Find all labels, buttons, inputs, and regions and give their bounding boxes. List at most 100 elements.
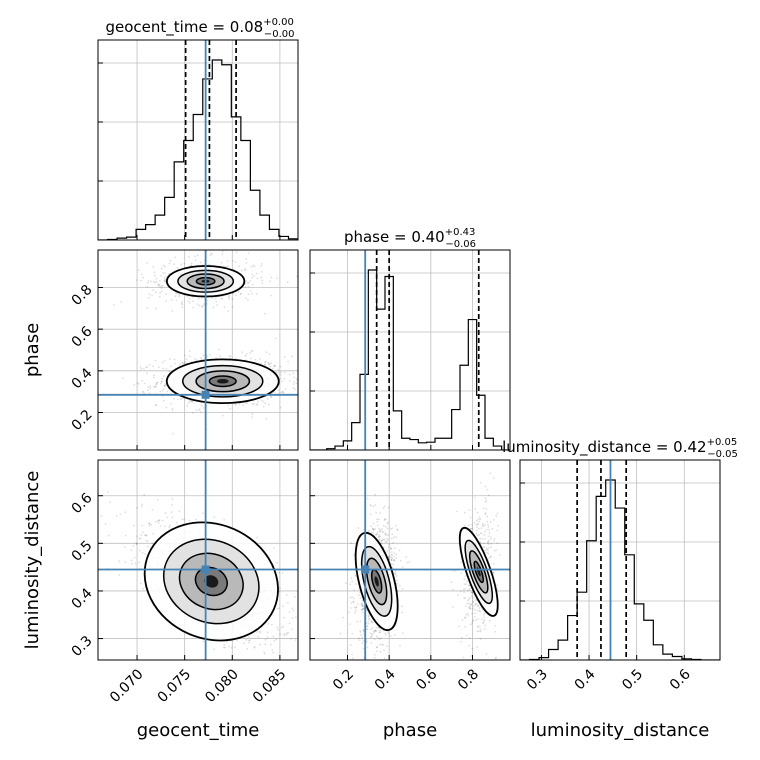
sample-point [168,358,171,360]
sample-point [250,350,253,352]
sample-point [293,595,296,598]
sample-point [253,646,256,649]
sample-point [141,391,144,394]
sample-point [291,616,294,619]
sample-point [171,310,174,312]
sample-point [495,549,498,552]
sample-point [209,254,212,257]
sample-point [477,617,479,620]
sample-point [250,357,252,360]
sample-point [228,645,231,648]
sample-point [472,620,475,623]
sample-point [251,283,254,286]
sample-point [251,349,254,352]
sample-point [230,646,233,649]
sample-point [235,357,238,360]
sample-point [387,632,390,635]
sample-point [469,607,472,610]
sample-point [187,255,190,258]
sample-point [155,383,158,386]
sample-point [390,559,393,561]
sample-point [221,250,224,253]
sample-point [250,277,253,279]
sample-point [474,602,477,605]
sample-point [473,615,476,618]
sample-point [142,367,145,370]
sample-point [390,551,393,554]
sample-point [163,359,166,362]
sample-point [247,293,250,296]
sample-point [228,355,231,358]
sample-point [378,530,381,532]
sample-point [155,381,158,384]
sample-point [162,388,165,391]
sample-point [141,524,144,527]
sample-point [197,297,200,300]
sample-point [383,505,386,508]
sample-point [262,400,265,403]
sample-point [154,359,157,362]
sample-point [275,638,278,641]
sample-point [393,634,396,637]
sample-point [241,351,244,354]
sample-point [261,662,263,664]
sample-point [139,537,142,540]
sample-point [281,572,284,574]
sample-point [247,299,249,301]
sample-point [164,278,166,281]
sample-point [372,505,375,508]
sample-point [382,644,385,646]
sample-point [159,291,161,294]
sample-point [472,619,475,622]
sample-point [351,580,354,583]
sample-point [466,612,469,615]
panel-border [309,249,511,451]
sample-point [212,306,215,309]
sample-point [492,571,495,574]
sample-point [401,566,404,569]
sample-point [210,252,213,254]
sample-point [361,642,364,644]
sample-point [199,357,202,360]
y-tick-label: 0.2 [69,407,96,434]
sample-point [484,530,486,533]
sample-point [485,653,488,655]
sample-point [479,481,482,484]
sample-point [251,416,253,419]
sample-point [464,625,467,628]
sample-point [370,633,373,636]
sample-point [223,519,226,521]
sample-point [124,561,127,564]
sample-point [370,531,373,533]
sample-point [188,297,191,300]
sample-point [360,608,363,611]
sample-point [372,630,375,633]
sample-point [229,355,232,357]
sample-point [161,361,164,364]
sample-point [112,304,115,306]
sample-point [287,631,290,634]
sample-point [470,523,473,526]
sample-point [367,614,370,617]
sample-point [254,645,256,648]
sample-point [183,362,186,365]
sample-point [383,657,386,660]
sample-point [352,553,355,556]
sample-point [161,519,164,522]
sample-point [479,537,482,540]
sample-point [196,303,199,306]
sample-point [386,630,389,633]
sample-point [279,371,282,374]
sample-point [288,373,291,376]
density-phase_vs_geocent_time [97,249,299,451]
sample-point [217,348,220,351]
sample-point [155,291,157,294]
sample-point [141,503,144,506]
sample-point [133,556,136,559]
panel-title-geocent_time: geocent_time = 0.08+0.00 −0.00 [106,17,295,40]
sample-point [251,413,254,415]
sample-point [189,400,192,402]
sample-point [464,605,467,608]
sample-point [485,547,488,550]
sample-point [261,282,264,284]
